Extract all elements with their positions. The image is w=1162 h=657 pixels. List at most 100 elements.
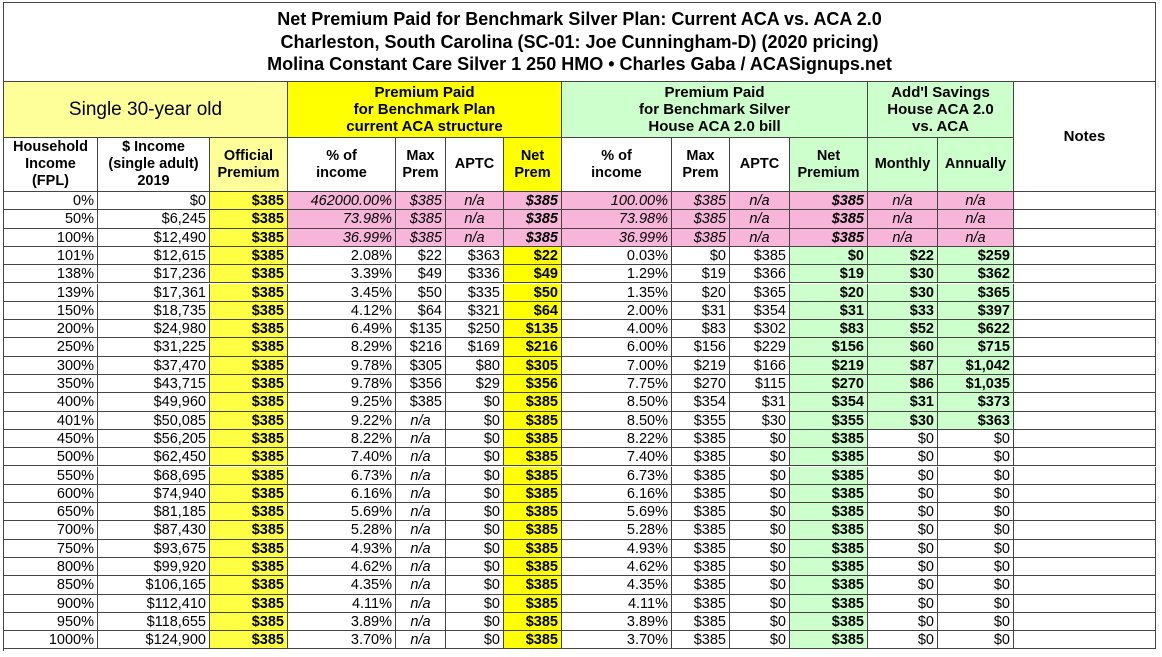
data-cell: 0.03% (562, 246, 672, 266)
data-cell: $336 (446, 265, 504, 284)
group-header-line: House ACA 2.0 (887, 100, 994, 118)
column-header-line: Max (406, 147, 435, 164)
data-cell: $0 (446, 594, 504, 613)
data-cell: $385 (210, 429, 288, 449)
data-cell: $31,225 (98, 338, 210, 357)
notes-cell (1014, 484, 1156, 504)
data-cell: $33 (868, 301, 938, 321)
data-cell: $385 (504, 393, 562, 412)
data-cell: $385 (672, 448, 730, 467)
data-cell: $385 (672, 429, 730, 449)
notes-cell (1014, 356, 1156, 375)
title-line: Charleston, South Carolina (SC-01: Joe C… (280, 31, 879, 52)
data-cell: n/a (938, 228, 1014, 247)
data-cell: 3.70% (562, 631, 672, 650)
data-cell: $385 (672, 521, 730, 540)
data-cell: n/a (396, 448, 446, 467)
data-cell: n/a (396, 411, 446, 430)
data-cell: $60 (868, 338, 938, 357)
notes-cell (1014, 448, 1156, 467)
notes-cell (1014, 375, 1156, 394)
column-header-line: Max (686, 147, 715, 164)
data-cell: $385 (790, 448, 868, 467)
data-cell: $0 (790, 246, 868, 266)
data-cell: $135 (396, 320, 446, 339)
data-cell: $385 (504, 192, 562, 211)
data-cell: 950% (4, 612, 98, 632)
data-cell: n/a (396, 594, 446, 613)
data-cell: $365 (730, 283, 790, 302)
data-cell: $68,695 (98, 466, 210, 485)
notes-cell (1014, 503, 1156, 522)
data-cell: n/a (446, 192, 504, 211)
data-cell: $0 (730, 521, 790, 540)
data-cell: n/a (446, 210, 504, 229)
notes-cell (1014, 594, 1156, 613)
column-header-line: Monthly (874, 156, 931, 173)
data-cell: 200% (4, 320, 98, 339)
data-cell: n/a (730, 210, 790, 229)
data-cell: $385 (790, 228, 868, 247)
data-cell: n/a (730, 192, 790, 211)
column-header-line: Household (13, 139, 88, 156)
data-cell: 800% (4, 558, 98, 577)
data-cell: $385 (790, 192, 868, 211)
notes-cell (1014, 283, 1156, 302)
data-cell: n/a (446, 228, 504, 247)
notes-cell (1014, 612, 1156, 632)
data-cell: $0 (446, 411, 504, 430)
data-cell: $385 (210, 466, 288, 485)
data-cell: n/a (938, 192, 1014, 211)
data-cell: $385 (504, 539, 562, 558)
data-cell: $52 (868, 320, 938, 339)
data-cell: 6.49% (288, 320, 396, 339)
data-cell: 4.93% (288, 539, 396, 558)
data-cell: 8.50% (562, 411, 672, 430)
data-cell: 1.35% (562, 283, 672, 302)
data-cell: n/a (396, 612, 446, 632)
data-cell: $385 (504, 228, 562, 247)
data-cell: $86 (868, 375, 938, 394)
data-cell: $19 (790, 265, 868, 284)
data-cell: $93,675 (98, 539, 210, 558)
data-cell: n/a (396, 503, 446, 522)
data-cell: $0 (868, 539, 938, 558)
data-cell: 100% (4, 228, 98, 247)
data-cell: $302 (730, 320, 790, 339)
data-cell: 6.73% (288, 466, 396, 485)
data-cell: $74,940 (98, 484, 210, 504)
data-cell: $115 (730, 375, 790, 394)
data-cell: $0 (446, 539, 504, 558)
column-header: Net Prem (504, 138, 562, 192)
data-cell: $385 (210, 612, 288, 632)
data-cell: 350% (4, 375, 98, 394)
data-cell: $0 (446, 448, 504, 467)
data-cell: $0 (446, 503, 504, 522)
data-cell: $0 (868, 558, 938, 577)
data-cell: $29 (446, 375, 504, 394)
data-cell: $366 (730, 265, 790, 284)
data-cell: $354 (730, 301, 790, 321)
column-header-line: APTC (739, 156, 780, 173)
data-cell: $385 (504, 466, 562, 485)
data-cell: 36.99% (288, 228, 396, 247)
data-cell: $385 (672, 192, 730, 211)
column-header-line: $ Income (122, 139, 185, 156)
data-cell: 9.25% (288, 393, 396, 412)
data-cell: 4.00% (562, 320, 672, 339)
data-cell: $24,980 (98, 320, 210, 339)
data-cell: $31 (790, 301, 868, 321)
data-cell: $166 (730, 356, 790, 375)
notes-cell (1014, 576, 1156, 595)
data-cell: $385 (672, 612, 730, 632)
data-cell: n/a (868, 228, 938, 247)
data-cell: 3.89% (562, 612, 672, 632)
data-cell: $385 (672, 576, 730, 595)
data-cell: $30 (868, 283, 938, 302)
data-cell: $31 (868, 393, 938, 412)
data-cell: $81,185 (98, 503, 210, 522)
data-cell: $37,470 (98, 356, 210, 375)
data-cell: $0 (938, 503, 1014, 522)
data-cell: $18,735 (98, 301, 210, 321)
data-cell: $17,236 (98, 265, 210, 284)
